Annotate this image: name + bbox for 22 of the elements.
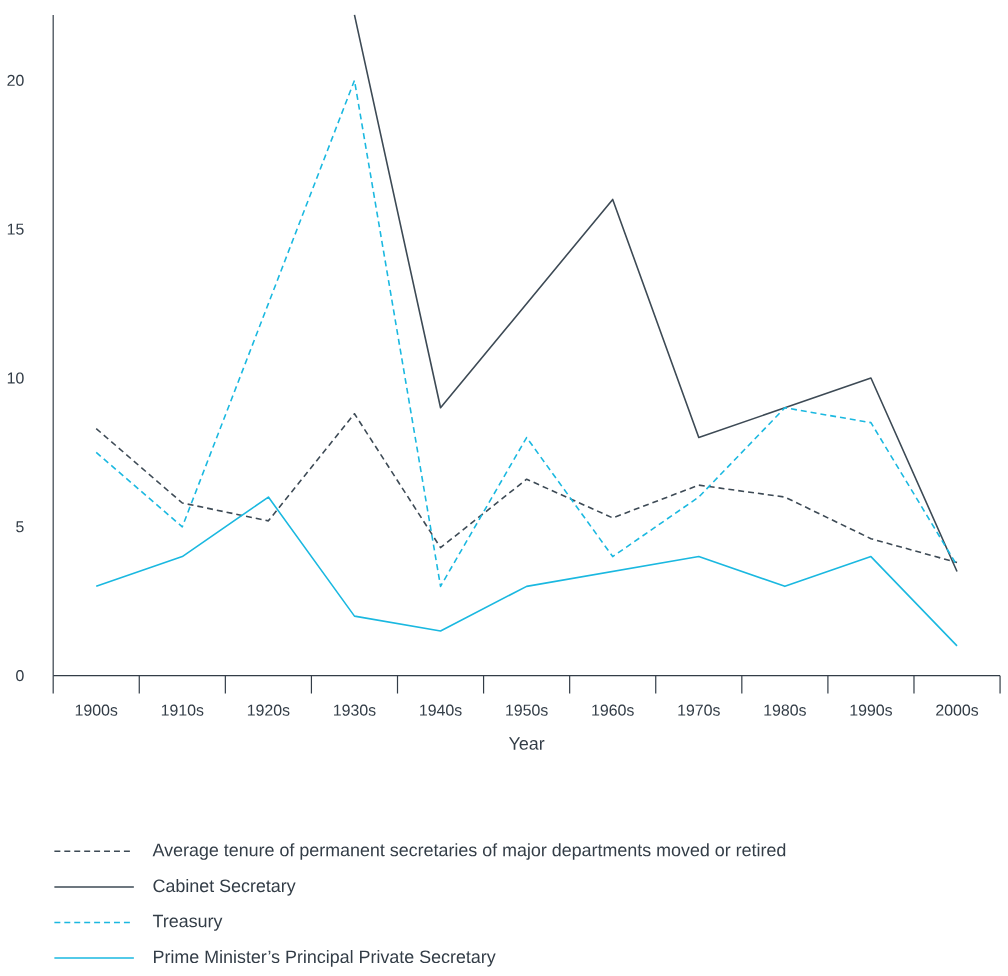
- legend-label: Prime Minister’s Principal Private Secretary: [154, 950, 496, 967]
- y-tick-label: 10: [7, 372, 24, 384]
- y-tick-label: 0: [16, 670, 24, 682]
- x-tick-label: 1910s: [161, 704, 204, 716]
- x-tick-label: 1900s: [75, 704, 118, 716]
- x-tick-label: 1980s: [764, 704, 806, 716]
- y-tick-label: 20: [7, 74, 24, 87]
- legend-label: Cabinet Secretary: [153, 879, 296, 896]
- x-tick-label: 1930s: [334, 704, 376, 716]
- x-tick-label: 1940s: [420, 704, 462, 716]
- x-axis-title: Year: [508, 737, 545, 751]
- y-tick-label: 15: [7, 223, 24, 235]
- x-tick-label: 2000s: [936, 704, 979, 716]
- x-tick-label: 1950s: [506, 704, 548, 716]
- legend-label: Treasury: [152, 914, 223, 931]
- line-series: [95, 79, 958, 588]
- x-tick-label: 1920s: [247, 704, 290, 716]
- x-tick-label: 1960s: [592, 704, 634, 716]
- legend-label: Average tenure of permanent secretaries of major departments moved or retired: [152, 843, 786, 861]
- y-tick-label: 5: [16, 521, 24, 533]
- x-tick-label: 1970s: [678, 704, 720, 716]
- x-tick-label: 1990s: [850, 704, 893, 716]
